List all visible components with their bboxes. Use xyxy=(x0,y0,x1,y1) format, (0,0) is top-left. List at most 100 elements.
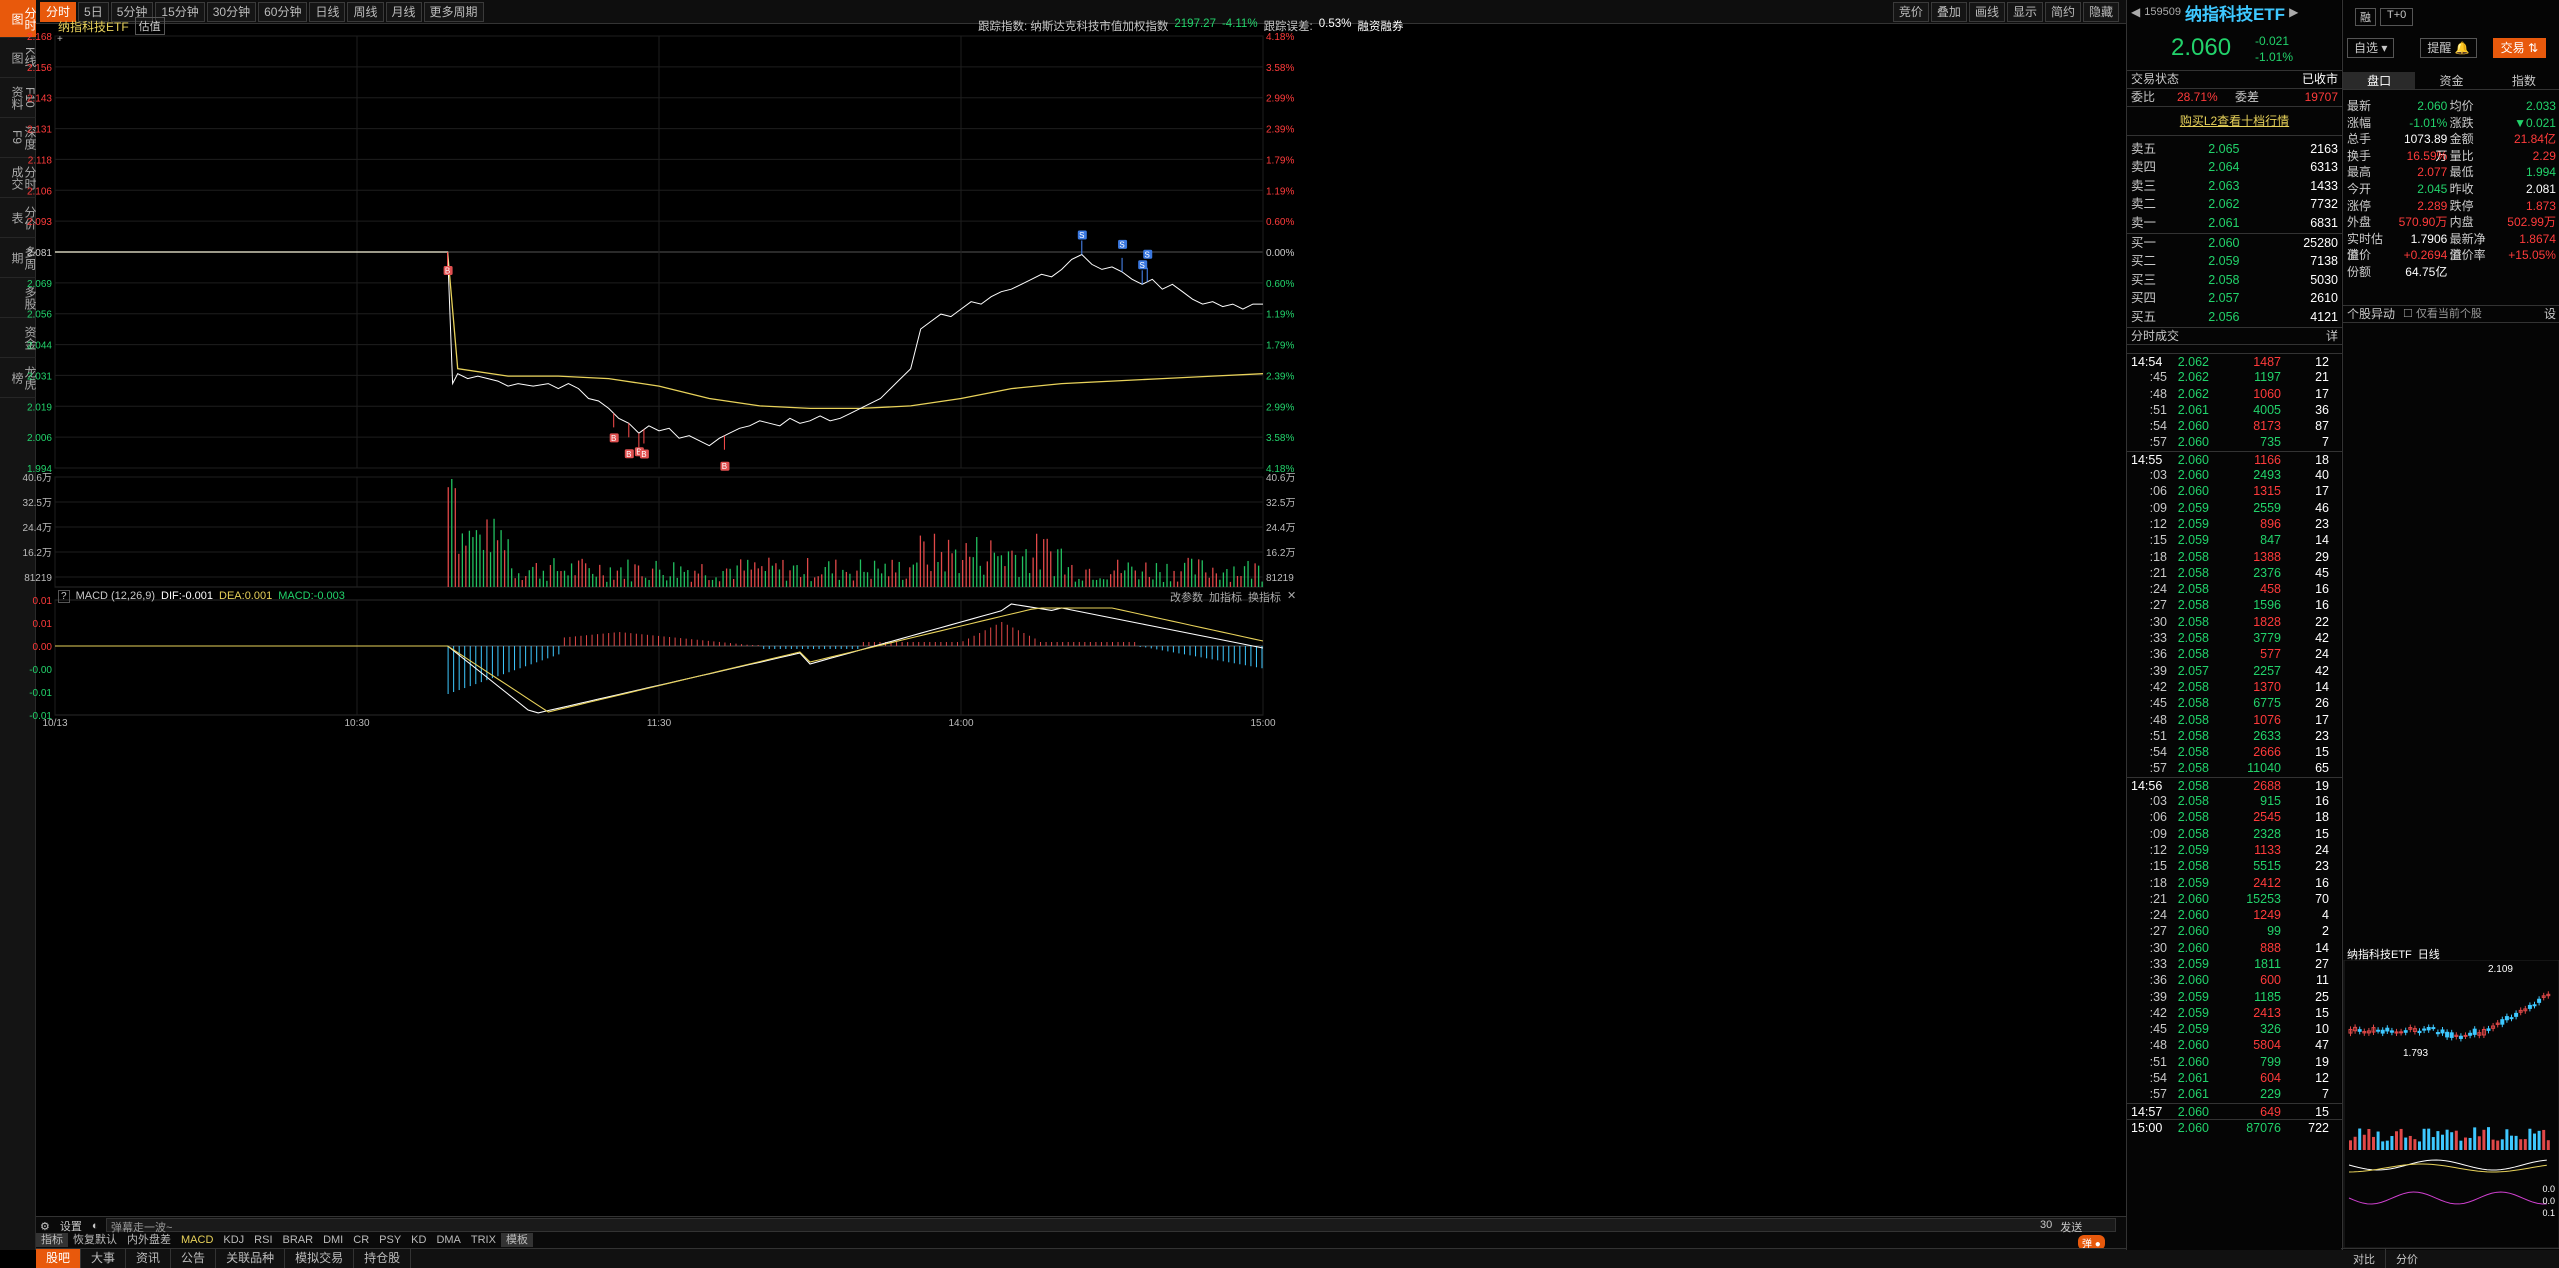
volume-bar xyxy=(567,575,569,587)
panel-tab-1[interactable]: 资金 xyxy=(2439,74,2464,88)
mini-candle xyxy=(2518,1009,2523,1013)
price-dist-tab[interactable]: 分价 xyxy=(2396,1254,2418,1266)
indicator-tab-9[interactable]: PSY xyxy=(379,1234,402,1246)
sidebar-item-5[interactable]: 分价表 xyxy=(0,198,37,238)
tick-count: 87 xyxy=(2315,419,2329,434)
indicator-tab-6[interactable]: BRAR xyxy=(282,1234,314,1246)
indicator-tab-4[interactable]: KDJ xyxy=(223,1234,245,1246)
margin-badge[interactable]: 融 xyxy=(2355,8,2376,26)
sidebar-item-8[interactable]: 资金 xyxy=(0,318,37,358)
sidebar-item-0[interactable]: 分时图 xyxy=(0,0,37,38)
tool-button-2[interactable]: 画线 xyxy=(1968,2,2005,22)
send-button[interactable]: 发送 xyxy=(2060,1222,2083,1234)
mini-kline-chart[interactable]: 2.109 1.793 0.0 0.0 0.1 xyxy=(2343,960,2559,1250)
close-icon[interactable]: ✕ xyxy=(1287,590,1297,602)
danmaku-input[interactable]: 弹幕走一波~ xyxy=(106,1218,2116,1234)
gear-icon[interactable]: ⚙ xyxy=(40,1220,50,1233)
next-stock-icon[interactable]: ▶ xyxy=(2289,5,2299,19)
settings-link[interactable]: 设置 xyxy=(59,1221,82,1233)
tool-button-5[interactable]: 隐藏 xyxy=(2082,2,2119,22)
tick-price: 2.062 xyxy=(2177,355,2209,369)
period-button-0[interactable]: 分时 xyxy=(40,1,77,22)
add-indicator-button[interactable]: 加指标 xyxy=(1209,592,1242,604)
period-button-7[interactable]: 周线 xyxy=(347,1,384,22)
margin-link[interactable]: 融资融券 xyxy=(1357,21,1404,33)
indicator-tab-5[interactable]: RSI xyxy=(254,1234,273,1246)
period-button-4[interactable]: 30分钟 xyxy=(206,1,257,22)
macd-tick-label: -0.01 xyxy=(29,711,52,722)
t0-badge[interactable]: T+0 xyxy=(2380,8,2414,26)
stats-cell: 2.060 xyxy=(2417,99,2448,113)
indicator-tab-10[interactable]: KD xyxy=(411,1234,427,1246)
indicator-tab-13[interactable]: 模板 xyxy=(500,1233,533,1247)
indicator-tab-2[interactable]: 内外盘差 xyxy=(127,1234,171,1246)
sidebar-item-6[interactable]: 多周期 xyxy=(0,238,37,278)
tick-row: :33 2.059 1811 27 xyxy=(2127,956,2342,972)
pct-tick-label: 2.39% xyxy=(1266,125,1294,136)
period-button-9[interactable]: 更多周期 xyxy=(423,1,484,22)
volume-bar xyxy=(549,564,552,587)
volume-bar xyxy=(659,569,661,587)
macd-histogram-bar xyxy=(1239,646,1241,665)
help-icon[interactable]: ? xyxy=(58,589,70,603)
trade-button[interactable]: 交易 ⇅ xyxy=(2492,38,2547,58)
sidebar-item-9[interactable]: 龙虎榜 xyxy=(0,358,37,398)
valuation-tag[interactable]: 估值 xyxy=(134,17,165,35)
period-button-8[interactable]: 月线 xyxy=(385,1,422,22)
period-button-2[interactable]: 5分钟 xyxy=(110,1,154,22)
panel-tab-2[interactable]: 指数 xyxy=(2511,74,2536,88)
l2-link[interactable]: 购买L2查看十档行情 xyxy=(2179,114,2290,128)
indicator-tab-11[interactable]: DMA xyxy=(436,1234,461,1246)
anomaly-settings[interactable]: 设 xyxy=(2543,307,2556,321)
bottom-tab-0[interactable]: 股吧 xyxy=(36,1249,82,1268)
period-button-3[interactable]: 15分钟 xyxy=(155,1,205,22)
bottom-tab-1[interactable]: 大事 xyxy=(81,1249,127,1268)
macd-histogram-bar xyxy=(514,646,516,671)
tool-button-0[interactable]: 竞价 xyxy=(1892,2,1929,22)
indicator-tab-8[interactable]: CR xyxy=(353,1234,370,1246)
tool-button-4[interactable]: 简约 xyxy=(2044,2,2081,22)
bottom-tab-5[interactable]: 模拟交易 xyxy=(285,1249,355,1268)
sidebar-item-3[interactable]: 深度F9 xyxy=(0,118,37,158)
prev-stock-icon[interactable]: ◀ xyxy=(2131,5,2141,19)
period-button-1[interactable]: 5日 xyxy=(78,1,109,22)
stats-cell: 2.081 xyxy=(2525,181,2556,196)
tick-time: 15:00 xyxy=(2131,1120,2163,1135)
bottom-tab-2[interactable]: 资讯 xyxy=(126,1249,172,1268)
period-button-6[interactable]: 日线 xyxy=(309,1,346,22)
watchlist-select[interactable]: 自选 ▾ xyxy=(2347,38,2395,58)
time-tick-label: 15:00 xyxy=(1250,718,1275,729)
tool-button-3[interactable]: 显示 xyxy=(2006,2,2043,22)
period-button-5[interactable]: 60分钟 xyxy=(258,1,308,22)
tick-time: :45 xyxy=(2149,696,2167,711)
sidebar-item-4[interactable]: 分时成交 xyxy=(0,158,37,198)
compare-tab[interactable]: 对比 xyxy=(2343,1249,2386,1268)
volume-bar xyxy=(951,553,953,587)
switch-indicator-button[interactable]: 换指标 xyxy=(1248,592,1281,604)
volume-bar xyxy=(701,564,703,587)
sidebar-item-2[interactable]: F10资料 xyxy=(0,78,37,118)
indicator-tab-1[interactable]: 恢复默认 xyxy=(73,1234,117,1246)
indicator-tab-12[interactable]: TRIX xyxy=(470,1234,496,1246)
danmaku-toggle[interactable]: 弹 ● xyxy=(2078,1235,2105,1250)
volume-bar xyxy=(465,545,467,587)
skin-icon[interactable]: ◐ xyxy=(91,1220,99,1232)
panel-tab-0[interactable]: 盘口 xyxy=(2343,72,2416,89)
indicator-tab-0[interactable]: 指标 xyxy=(36,1233,68,1247)
tool-button-1[interactable]: 叠加 xyxy=(1930,2,1967,22)
tick-price: 2.060 xyxy=(2177,924,2209,939)
sidebar-item-1[interactable]: K线图 xyxy=(0,38,37,78)
bottom-tab-3[interactable]: 公告 xyxy=(171,1249,217,1268)
change-params-button[interactable]: 改参数 xyxy=(1170,592,1203,604)
anomaly-checkbox[interactable]: ☐ 仅看当前个股 xyxy=(2403,308,2482,320)
bottom-tab-4[interactable]: 关联品种 xyxy=(216,1249,286,1268)
indicator-tab-3[interactable]: MACD xyxy=(181,1234,214,1246)
ticks-detail-button[interactable]: 详 xyxy=(2325,329,2338,343)
intraday-chart[interactable]: 2.168 4.18% 2.156 3.58% 2.143 2.99% 2.131 2.39%… xyxy=(0,0,2126,1216)
remind-button[interactable]: 提醒 🔔 xyxy=(2420,38,2477,58)
stats-cell: 跌停 xyxy=(2449,198,2474,213)
indicator-tab-7[interactable]: DMI xyxy=(323,1234,344,1246)
bottom-tab-6[interactable]: 持仓股 xyxy=(354,1249,412,1268)
macd-histogram-bar xyxy=(619,632,621,646)
sidebar-item-7[interactable]: 多股 xyxy=(0,278,37,318)
